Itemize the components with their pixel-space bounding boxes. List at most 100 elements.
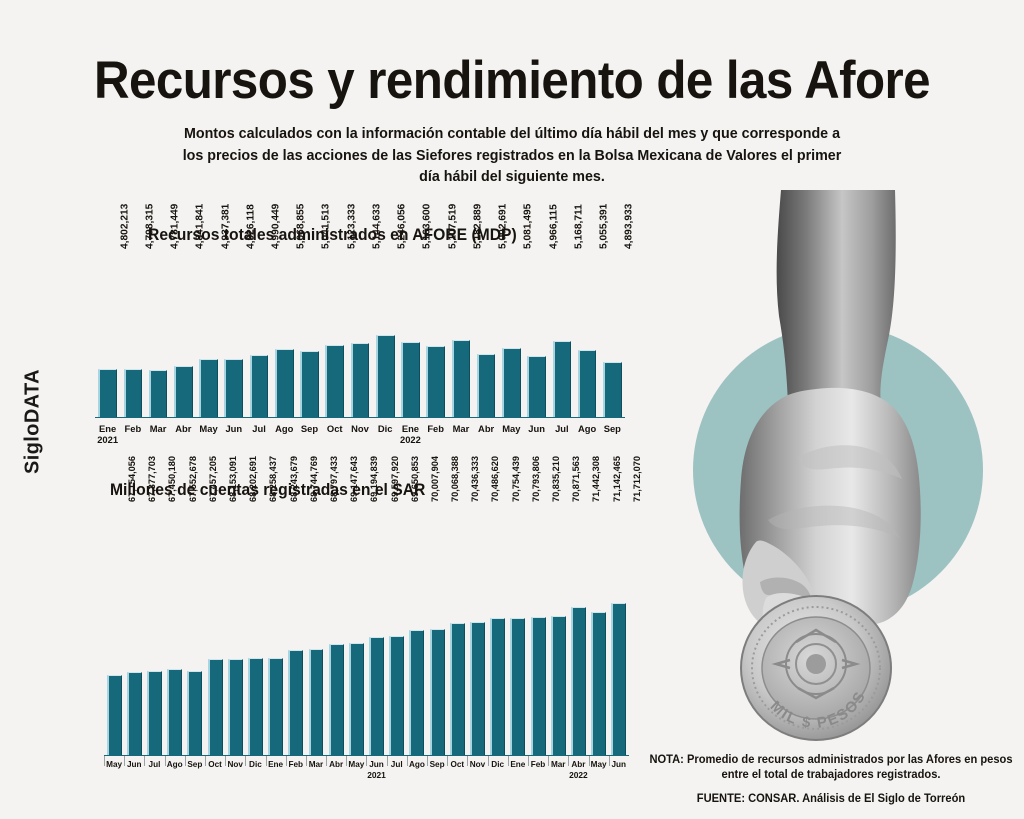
bar-value-label: 67,450,180 <box>167 456 178 502</box>
bar-column: 5,055,391 <box>574 204 610 417</box>
bar-value-label: 68,243,679 <box>288 456 299 502</box>
bar-column: 69,194,839 <box>346 456 379 755</box>
axis-month-label: Nov <box>467 756 487 769</box>
bar <box>570 607 586 755</box>
axis-month-label: Sep <box>603 423 621 434</box>
bar <box>308 649 324 755</box>
bar-column: 67,377,703 <box>124 456 157 755</box>
chart-title-cuentas-sar: Millones de cuentas registradas en el SA… <box>110 481 426 499</box>
bar <box>106 675 122 755</box>
axis-year-label: 2021 <box>367 770 386 780</box>
axis-year-label: 2022 <box>569 770 588 780</box>
axis-month-label: Ago <box>406 756 427 769</box>
bar-column: 5,002,691 <box>474 204 509 417</box>
bar-value-label: 70,068,388 <box>450 456 461 502</box>
bar-value-label: 68,797,433 <box>328 456 339 502</box>
axis-month-label: Abr <box>175 423 192 434</box>
axis-month-label: Oct <box>447 756 467 769</box>
axis-month-label: Sep <box>427 756 447 769</box>
bar <box>451 340 471 417</box>
bar-value-label: 71,142,465 <box>611 456 622 502</box>
bar-column: 67,154,056 <box>104 456 137 755</box>
bar <box>187 670 203 755</box>
bar-column: 71,142,465 <box>589 456 622 755</box>
bar-column: 70,068,388 <box>427 456 460 755</box>
bar <box>173 365 193 417</box>
bar-column: 68,797,433 <box>306 456 339 755</box>
axis-month-label: Sep <box>300 423 319 434</box>
axis-month-label: Jun <box>225 423 243 434</box>
bar <box>530 616 546 755</box>
axis-month-label: May <box>346 756 366 769</box>
bar-value-label: 69,650,853 <box>409 456 420 502</box>
footer-source: FUENTE: CONSAR. Análisis de El Siglo de … <box>696 792 966 805</box>
bar-column: 4,841,841 <box>171 204 206 417</box>
bar-column: 70,871,563 <box>548 456 581 755</box>
bar <box>449 623 465 755</box>
bar-value-label: 69,597,920 <box>389 456 400 502</box>
bar-column: 68,202,691 <box>225 456 258 755</box>
axis-month-label: Jul <box>252 423 266 434</box>
axis-month-label: Abr <box>326 756 346 769</box>
bar-value-label: 5,144,633 <box>371 203 383 249</box>
chart-recursos-afore: 4,802,213 4,798,315 4,781,449 4,841,841 4,93… <box>95 204 635 462</box>
bar-value-label: 67,154,056 <box>127 456 138 502</box>
bar-value-label: 70,835,210 <box>551 456 562 502</box>
axis-month-label: Feb <box>427 423 444 434</box>
axis-month-label: Jun <box>124 756 144 769</box>
axis-year-label: 2022 <box>400 434 421 445</box>
chart1-bars: 4,802,213 4,798,315 4,781,449 4,841,841 4,93… <box>95 204 635 417</box>
bar-column: 70,835,210 <box>528 456 561 755</box>
axis-month-label: Jun <box>528 423 545 434</box>
bar <box>167 668 183 755</box>
bar <box>348 642 364 755</box>
axis-month-label: Abr <box>478 423 495 434</box>
brand-siglodata: SigloDATA <box>21 368 44 475</box>
chart2-axis: May Jun Jul Ago Sep Oct Nov Dic Ene Feb Mar Abr May J… <box>104 755 629 780</box>
bar <box>148 370 168 417</box>
bar-column: 4,990,449 <box>246 204 282 417</box>
axis-month-label: Feb <box>124 423 142 434</box>
axis-month-label: May <box>588 756 609 769</box>
bar-column: 4,893,933 <box>600 204 635 417</box>
axis-month-label: Jul <box>386 756 407 769</box>
bar-value-label: 70,871,563 <box>571 456 582 502</box>
bar-column: 68,258,437 <box>245 456 278 755</box>
axis-month-label: May <box>104 756 124 769</box>
bar-value-label: 4,926,118 <box>245 204 257 249</box>
bar <box>591 612 607 755</box>
bar-value-label: 69,147,643 <box>349 456 360 502</box>
bar-column: 70,754,439 <box>488 456 521 755</box>
axis-month-label: Jun <box>608 756 629 769</box>
bar <box>401 341 420 417</box>
bar <box>426 345 445 417</box>
bar-column: 5,107,519 <box>423 204 458 417</box>
bar-value-label: 5,107,519 <box>447 203 459 249</box>
bar-value-label: 67,552,678 <box>187 456 198 502</box>
bar-column: 70,486,620 <box>467 456 500 755</box>
axis-month-label: Ago <box>164 756 185 769</box>
bar-value-label: 68,258,437 <box>268 456 279 502</box>
bar <box>207 659 223 755</box>
bar-column: 4,937,381 <box>196 204 231 417</box>
bar-value-label: 70,436,333 <box>470 456 481 502</box>
bar-value-label: 5,182,889 <box>472 203 484 249</box>
axis-month-label: Ago <box>275 423 294 434</box>
bar <box>300 350 319 417</box>
bar-value-label: 5,123,333 <box>346 203 358 249</box>
bar-column: 68,243,679 <box>266 456 299 755</box>
bar-column: 67,450,180 <box>144 456 177 755</box>
bar-column: 70,793,806 <box>508 456 541 755</box>
axis-month-label: Mar <box>305 756 326 769</box>
axis-month-label: Nov <box>225 756 245 769</box>
bar-value-label: 4,990,449 <box>270 203 282 249</box>
bar-column: 69,147,643 <box>326 456 359 755</box>
bar-column: 5,123,333 <box>322 204 357 417</box>
axis-month-label: Ago <box>577 423 597 434</box>
axis-month-label: Nov <box>351 423 369 434</box>
bar-column: 71,442,308 <box>568 456 601 755</box>
axis-month-label: Mar <box>452 423 470 434</box>
axis-month-label: Jul <box>144 756 164 769</box>
bar <box>199 358 218 417</box>
bar <box>249 354 269 417</box>
